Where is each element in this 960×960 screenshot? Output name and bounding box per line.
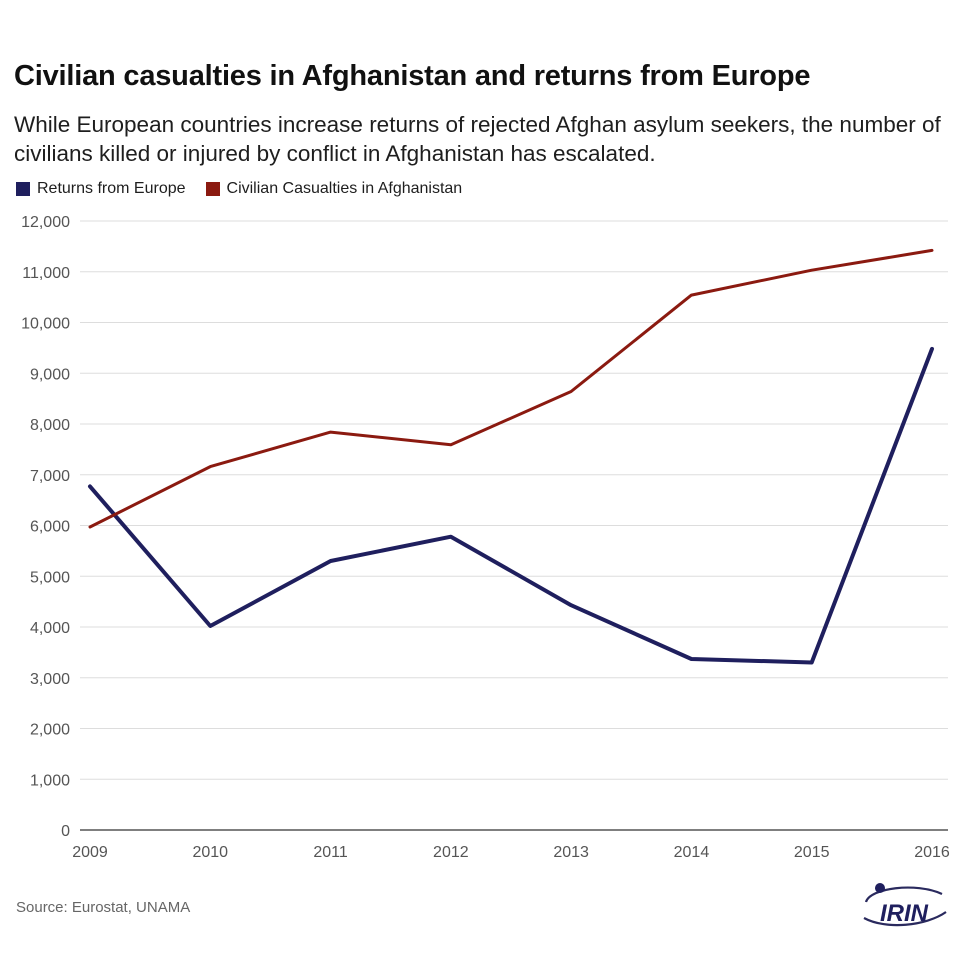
series-line-casualties — [88, 248, 934, 529]
legend-swatch-casualties — [205, 182, 220, 196]
y-tick-label: 5,000 — [30, 569, 70, 586]
y-tick-label: 6,000 — [30, 519, 70, 536]
x-tick-label: 2013 — [553, 844, 589, 861]
y-tick-label: 12,000 — [21, 214, 70, 231]
chart-subtitle: While European countries increase return… — [14, 112, 941, 166]
source-note: Source: Eurostat, UNAMA — [16, 899, 191, 916]
legend-label-casualties: Civilian Casualties in Afghanistan — [226, 180, 463, 197]
series-line-returns — [88, 346, 934, 665]
y-tick-label: 7,000 — [30, 468, 70, 485]
y-tick-label: 9,000 — [30, 366, 70, 383]
x-tick-label: 2014 — [674, 844, 710, 861]
legend-label-returns: Returns from Europe — [37, 180, 186, 197]
x-tick-label: 2012 — [433, 844, 469, 861]
y-tick-label: 11,000 — [22, 265, 70, 282]
x-tick-label: 2009 — [72, 844, 108, 861]
x-tick-label: 2011 — [313, 844, 348, 861]
chart-title: Civilian casualties in Afghanistan and r… — [14, 60, 811, 92]
legend-item-returns: Returns from Europe — [16, 180, 186, 198]
line-chart: 0 1,000 2,000 3,000 4,000 5,000 6,000 7,000 8,00… — [21, 214, 950, 861]
y-tick-label: 10,000 — [21, 316, 70, 333]
y-tick-label: 8,000 — [30, 417, 70, 434]
y-tick-label: 1,000 — [30, 772, 70, 789]
x-tick-label: 2010 — [192, 844, 228, 861]
x-tick-label: 2015 — [794, 844, 830, 861]
svg-text:IRIN: IRIN — [880, 900, 929, 927]
legend-swatch-returns — [16, 182, 30, 196]
y-tick-label: 3,000 — [30, 671, 70, 688]
x-tick-label: 2016 — [914, 844, 950, 861]
y-tick-label: 0 — [61, 823, 70, 840]
y-tick-label: 4,000 — [30, 620, 70, 637]
y-tick-label: 2,000 — [30, 722, 70, 739]
legend: Returns from Europe Civilian Casualties … — [16, 180, 482, 198]
legend-item-casualties: Civilian Casualties in Afghanistan — [205, 180, 463, 198]
irin-logo: IRIN — [863, 883, 947, 927]
